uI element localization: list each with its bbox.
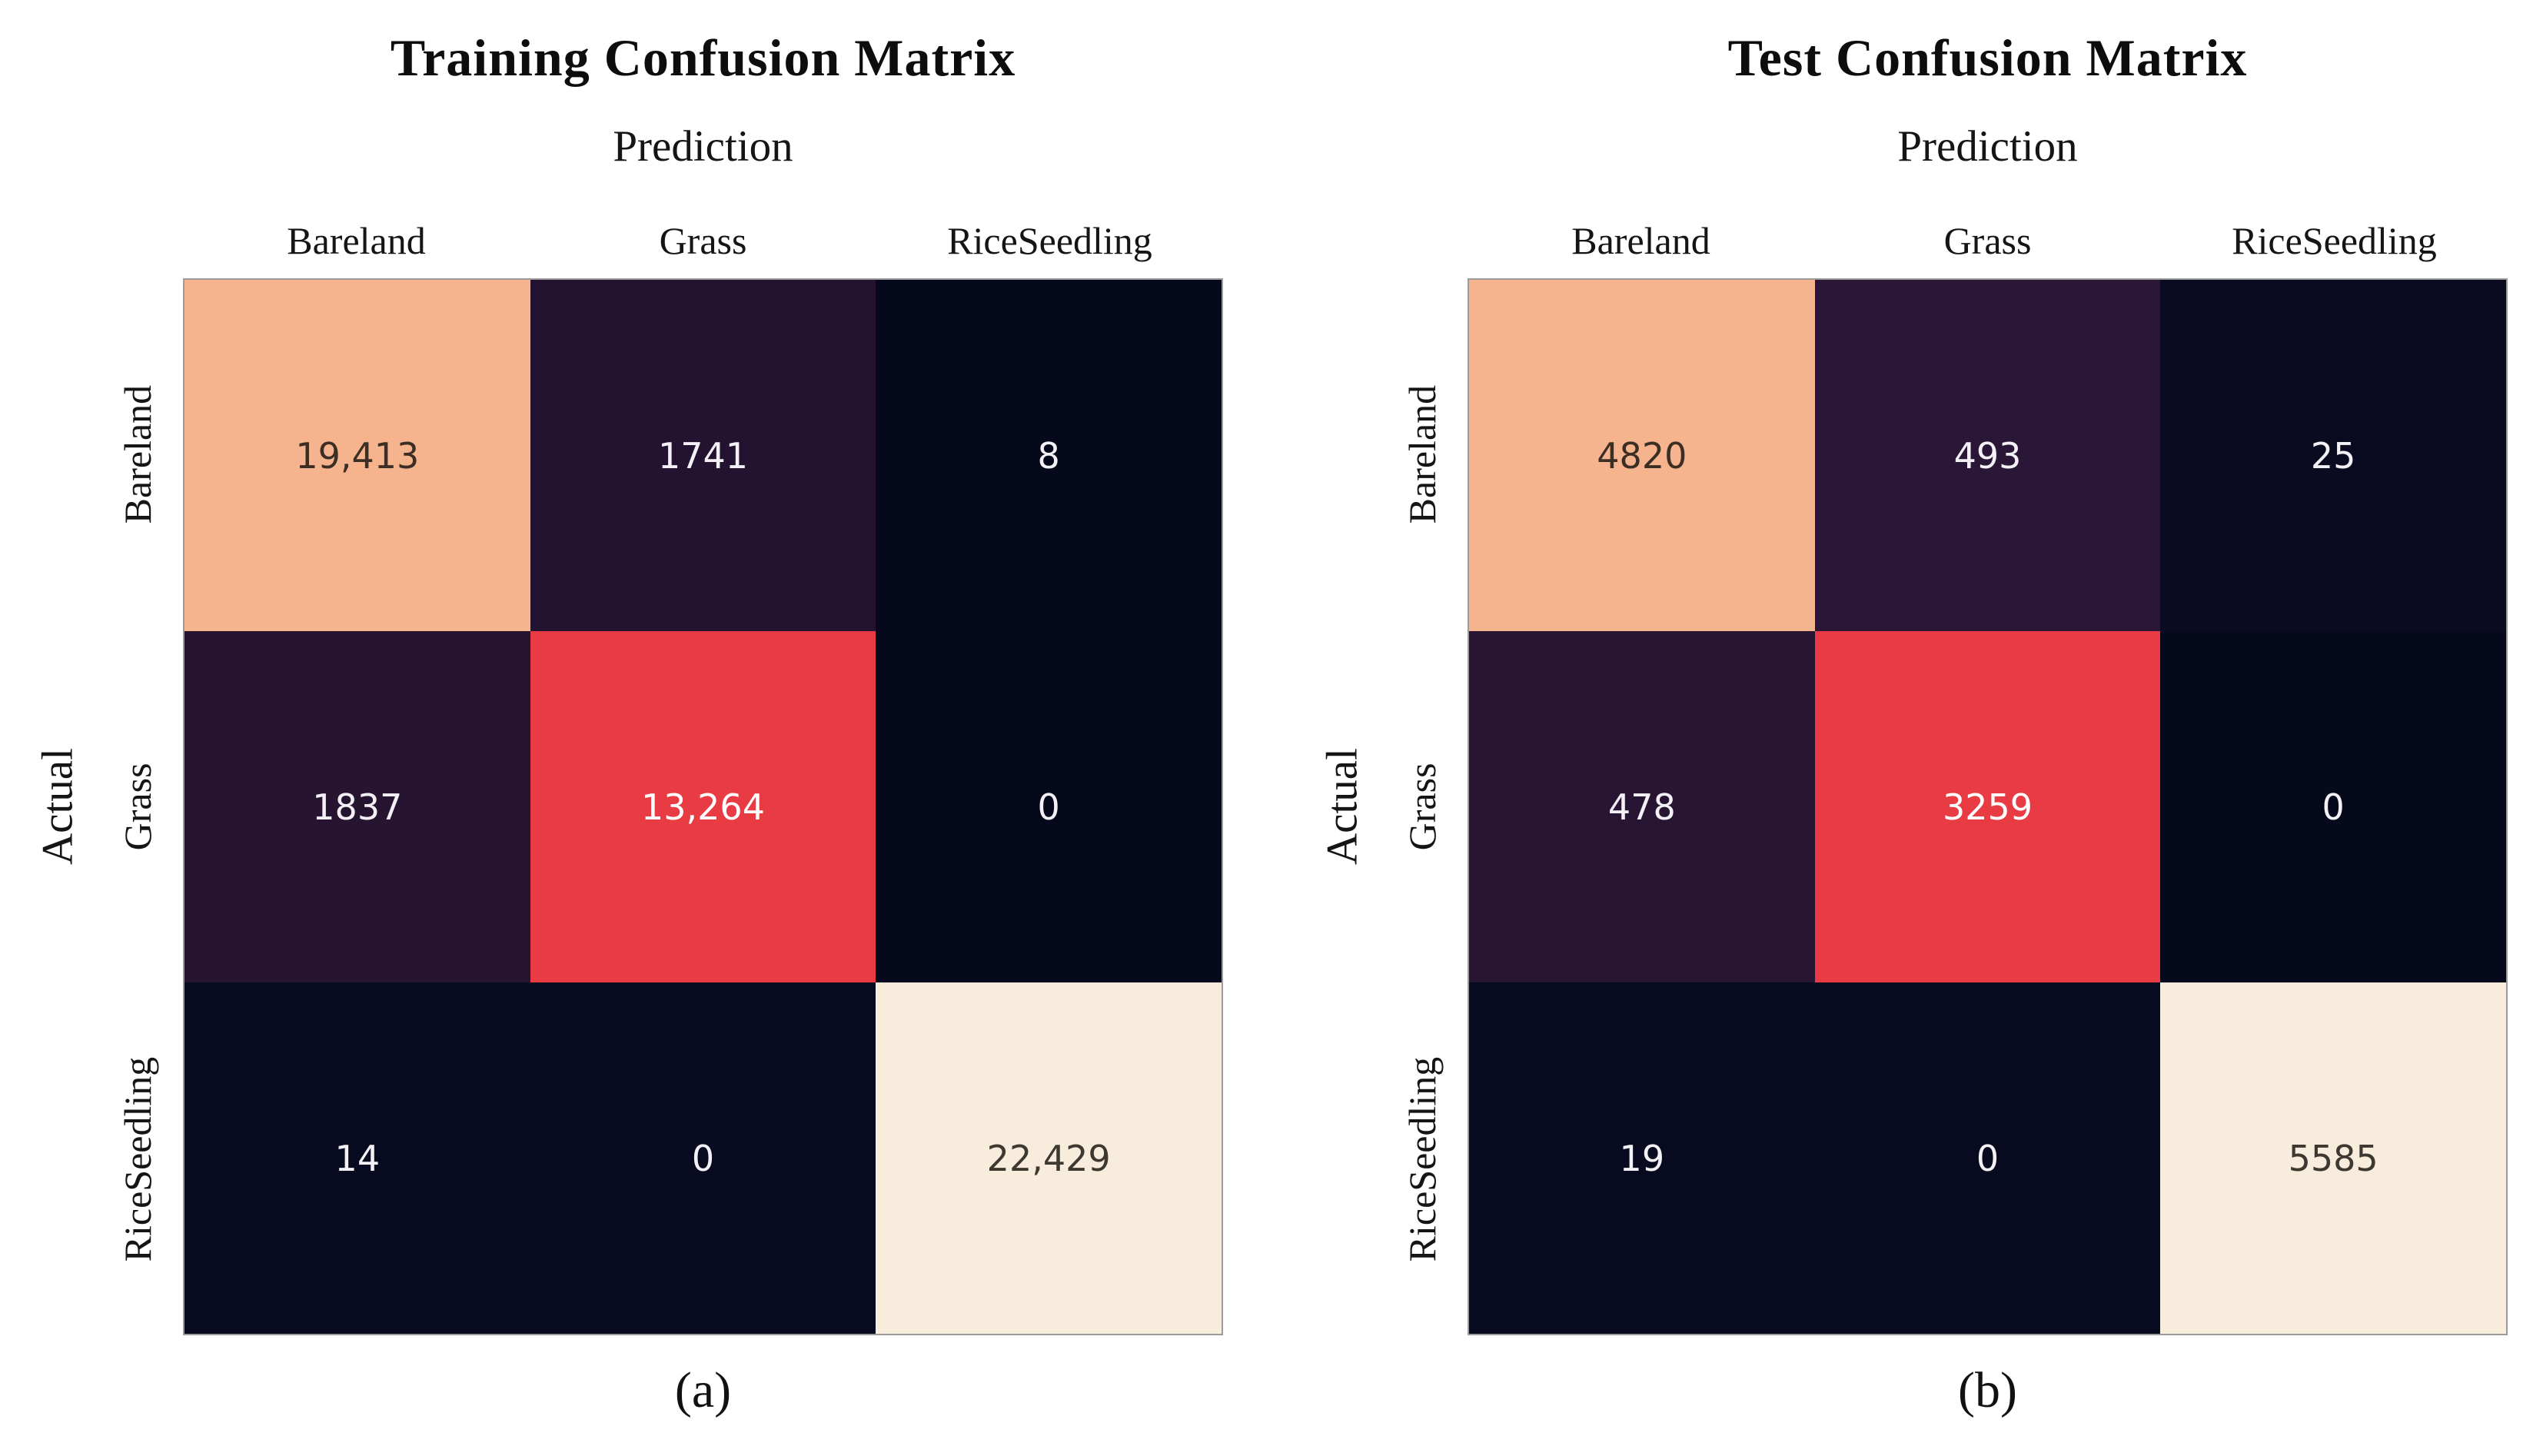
row-headers: Bareland Grass RiceSeedling bbox=[1377, 278, 1468, 1335]
column-header-riceseedling: RiceSeedling bbox=[2232, 219, 2437, 262]
matrix-cell-riceseedling-bareland: 19 bbox=[1469, 982, 1815, 1334]
matrix-cell-grass-bareland: 478 bbox=[1469, 631, 1815, 982]
column-headers: Bareland Grass RiceSeedling bbox=[1468, 184, 2508, 278]
column-header-riceseedling: RiceSeedling bbox=[947, 219, 1152, 262]
row-header-grass: Grass bbox=[116, 763, 159, 851]
matrix-cell-bareland-riceseedling: 25 bbox=[2160, 280, 2506, 631]
test-heatmap-grid: 4820 493 25 478 3259 0 19 0 5585 bbox=[1468, 278, 2508, 1335]
column-header-grass: Grass bbox=[659, 219, 747, 262]
panel-training-confusion-matrix: Training Confusion Matrix Prediction Bar… bbox=[23, 8, 1223, 1451]
matrix-cell-bareland-bareland: 19,413 bbox=[184, 280, 530, 631]
column-header-bareland: Bareland bbox=[1571, 219, 1710, 262]
column-headers: Bareland Grass RiceSeedling bbox=[183, 184, 1223, 278]
training-heatmap-grid: 19,413 1741 8 1837 13,264 0 14 0 22,429 bbox=[183, 278, 1223, 1335]
row-header-riceseedling: RiceSeedling bbox=[1401, 1056, 1444, 1262]
prediction-axis-label: Prediction bbox=[1897, 121, 2078, 171]
matrix-cell-riceseedling-grass: 0 bbox=[1814, 982, 2161, 1334]
row-header-bareland: Bareland bbox=[1401, 384, 1444, 524]
column-header-grass: Grass bbox=[1943, 219, 2032, 262]
matrix-cell-riceseedling-riceseedling: 5585 bbox=[2160, 982, 2506, 1334]
matrix-cell-grass-bareland: 1837 bbox=[184, 631, 530, 982]
matrix-cell-riceseedling-bareland: 14 bbox=[184, 982, 530, 1334]
matrix-cell-grass-grass: 3259 bbox=[1814, 631, 2161, 982]
matrix-cell-bareland-riceseedling: 8 bbox=[876, 280, 1222, 631]
matrix-cell-bareland-grass: 1741 bbox=[530, 280, 876, 631]
prediction-axis-label: Prediction bbox=[613, 121, 793, 171]
subfigure-caption-a: (a) bbox=[674, 1362, 732, 1418]
row-header-bareland: Bareland bbox=[116, 384, 159, 524]
matrix-cell-grass-riceseedling: 0 bbox=[2160, 631, 2506, 982]
actual-axis-label: Actual bbox=[1318, 748, 1367, 866]
panel-title: Training Confusion Matrix bbox=[390, 28, 1016, 87]
matrix-cell-grass-riceseedling: 0 bbox=[876, 631, 1222, 982]
matrix-cell-riceseedling-riceseedling: 22,429 bbox=[876, 982, 1222, 1334]
subfigure-caption-b: (b) bbox=[1958, 1362, 2017, 1418]
row-headers: Bareland Grass RiceSeedling bbox=[92, 278, 183, 1335]
panel-title: Test Confusion Matrix bbox=[1727, 28, 2248, 87]
matrix-cell-riceseedling-grass: 0 bbox=[530, 982, 876, 1334]
matrix-cell-bareland-bareland: 4820 bbox=[1469, 280, 1815, 631]
matrix-cell-grass-grass: 13,264 bbox=[530, 631, 876, 982]
row-header-riceseedling: RiceSeedling bbox=[116, 1056, 159, 1262]
panel-test-confusion-matrix: Test Confusion Matrix Prediction Barelan… bbox=[1308, 8, 2508, 1451]
row-header-grass: Grass bbox=[1401, 763, 1444, 851]
matrix-cell-bareland-grass: 493 bbox=[1814, 280, 2161, 631]
column-header-bareland: Bareland bbox=[287, 219, 426, 262]
actual-axis-label: Actual bbox=[33, 748, 82, 866]
